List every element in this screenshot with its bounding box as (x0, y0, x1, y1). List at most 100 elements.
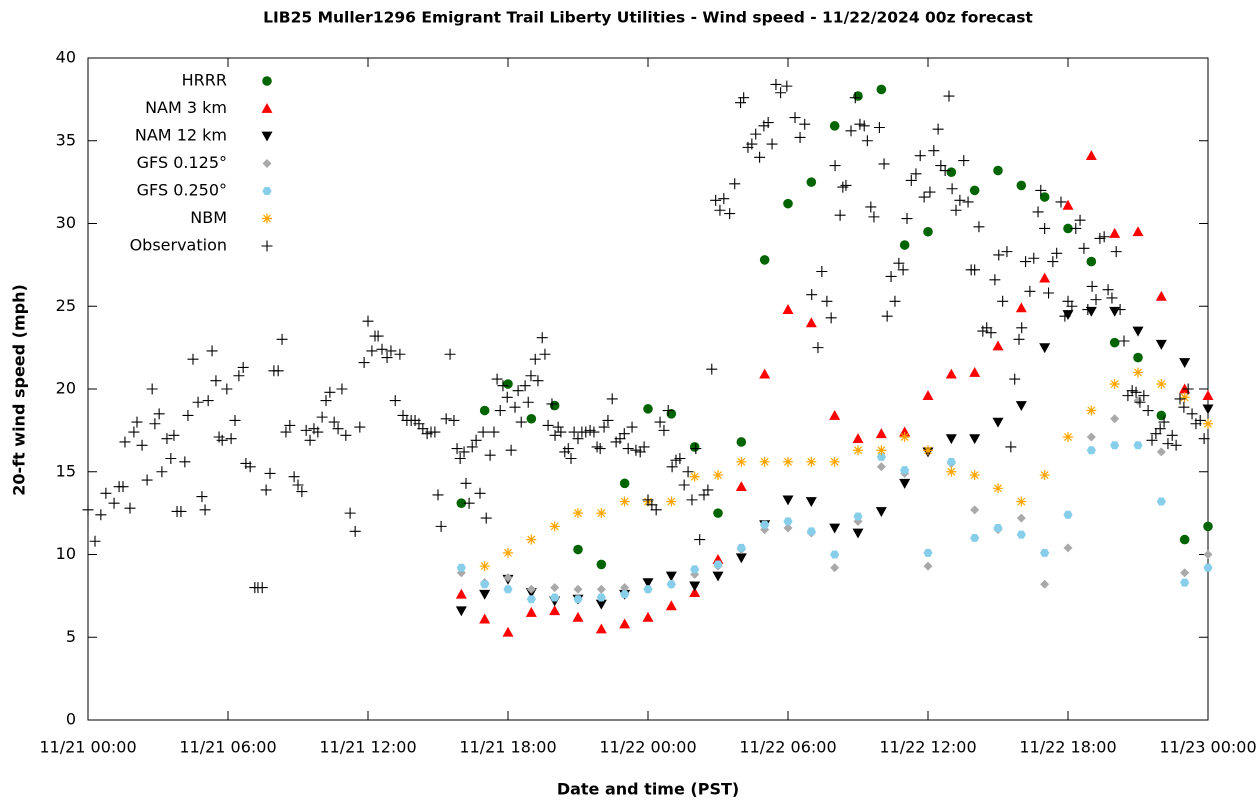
data-point (619, 496, 630, 507)
data-point (216, 434, 228, 446)
data-point (1040, 548, 1050, 557)
data-point (179, 456, 191, 468)
data-point (825, 312, 837, 324)
data-point (889, 295, 901, 307)
data-point (1039, 192, 1050, 202)
data-point (136, 439, 148, 451)
data-point (876, 445, 887, 456)
data-point (1013, 333, 1025, 345)
data-point (923, 548, 933, 557)
data-point (296, 486, 308, 498)
data-point (117, 481, 129, 493)
legend-label: GFS 0.125° (137, 153, 227, 172)
data-point (910, 168, 922, 180)
data-point (766, 138, 778, 150)
data-point (805, 317, 817, 328)
data-point (1180, 578, 1190, 587)
x-tick-label: 11/21 00:00 (39, 738, 136, 757)
data-point (141, 474, 153, 486)
data-point (992, 417, 1004, 428)
data-point (829, 409, 841, 420)
data-point (806, 289, 818, 301)
data-point (1086, 256, 1097, 267)
data-point (750, 128, 762, 140)
data-point (710, 194, 722, 206)
data-point (515, 416, 527, 428)
data-point (1132, 226, 1144, 237)
data-point (202, 395, 214, 407)
legend-marker (262, 187, 272, 195)
data-point (596, 593, 606, 602)
data-point (674, 453, 686, 465)
data-point (993, 524, 1003, 533)
data-point (565, 453, 577, 465)
data-point (935, 160, 947, 172)
data-point (542, 419, 554, 431)
data-point (1063, 543, 1073, 553)
data-point (124, 502, 136, 514)
data-point (196, 491, 208, 503)
data-point (573, 544, 583, 555)
data-point (503, 547, 513, 558)
data-point (759, 368, 771, 379)
data-point (1118, 335, 1130, 347)
data-point (900, 466, 910, 475)
data-point (451, 443, 463, 455)
x-axis-label: Date and time (PST) (557, 780, 739, 799)
data-point (852, 528, 864, 539)
data-point (1063, 223, 1073, 234)
data-point (690, 565, 700, 574)
data-point (598, 421, 610, 433)
data-point (1202, 404, 1214, 415)
data-point (435, 520, 447, 532)
data-point (372, 330, 384, 342)
data-point (686, 494, 698, 506)
data-point (526, 595, 536, 604)
data-point (849, 92, 861, 104)
data-point (899, 240, 910, 250)
data-point (1174, 393, 1186, 405)
data-point (596, 559, 607, 570)
data-point (549, 429, 561, 441)
x-tick-label: 11/21 12:00 (319, 738, 416, 757)
data-point (552, 421, 564, 433)
data-point (718, 193, 730, 205)
data-point (474, 487, 486, 499)
data-point (128, 426, 140, 438)
data-point (549, 605, 561, 616)
data-point (694, 534, 706, 546)
data-point (1138, 390, 1150, 402)
data-point (754, 151, 766, 163)
data-point (1182, 383, 1194, 395)
data-point (1122, 390, 1134, 402)
data-point (1086, 405, 1097, 416)
data-point (682, 466, 694, 478)
data-point (943, 90, 955, 102)
data-point (1043, 287, 1055, 299)
data-point (1110, 441, 1120, 450)
data-point (829, 523, 841, 534)
data-point (643, 585, 653, 594)
data-point (519, 380, 531, 392)
data-point (456, 498, 467, 508)
legend-label: NBM (190, 208, 227, 227)
data-point (479, 405, 490, 416)
data-point (914, 150, 926, 162)
data-point (878, 158, 890, 170)
data-point (1009, 373, 1021, 385)
data-point (875, 428, 887, 439)
legend-marker (261, 131, 273, 142)
data-point (762, 117, 774, 129)
data-point (853, 91, 863, 101)
data-point (969, 470, 980, 481)
data-point (650, 504, 662, 516)
data-point (1086, 280, 1098, 292)
data-point (789, 112, 801, 124)
data-point (381, 352, 393, 364)
data-point (1178, 401, 1190, 413)
data-point (816, 265, 828, 277)
data-point (858, 120, 870, 132)
data-point (225, 433, 237, 445)
data-point (354, 421, 366, 433)
